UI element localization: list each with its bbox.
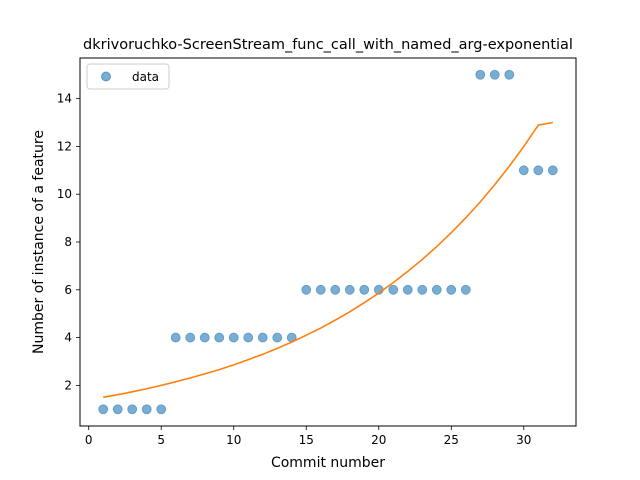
plot-marks (98, 69, 558, 415)
data-point (431, 284, 442, 295)
data-point (185, 332, 196, 343)
fit-line (103, 121, 553, 399)
data-point (446, 284, 457, 295)
y-ticks: 2 4 6 8 10 12 14 (57, 92, 80, 392)
x-ticks: 0 5 10 15 20 25 30 (85, 426, 531, 447)
x-tick-label: 5 (157, 433, 165, 447)
data-point (170, 332, 181, 343)
data-point (257, 332, 268, 343)
y-tick-label: 2 (64, 378, 72, 392)
data-point (156, 404, 167, 415)
x-tick-label: 10 (226, 433, 241, 447)
data-point (547, 165, 558, 176)
y-tick-label: 6 (64, 283, 72, 297)
data-point (301, 284, 312, 295)
data-point (228, 332, 239, 343)
y-tick-label: 12 (57, 139, 72, 153)
data-point (315, 284, 326, 295)
data-point (272, 332, 283, 343)
data-point (243, 332, 254, 343)
y-tick-label: 10 (57, 187, 72, 201)
data-point (359, 284, 370, 295)
data-point (417, 284, 428, 295)
legend-box (86, 63, 170, 90)
legend: data (86, 63, 170, 90)
x-tick-label: 30 (516, 433, 531, 447)
data-point (489, 69, 500, 80)
data-point (141, 404, 152, 415)
data-point (330, 284, 341, 295)
legend-label: data (132, 70, 159, 84)
data-point (344, 284, 355, 295)
data-point (112, 404, 123, 415)
chart-title: dkrivoruchko-ScreenStream_func_call_with… (83, 37, 573, 53)
data-point (199, 332, 210, 343)
data-point (388, 284, 399, 295)
x-tick-label: 15 (299, 433, 314, 447)
x-tick-label: 25 (444, 433, 459, 447)
data-point (533, 165, 544, 176)
legend-marker (101, 71, 111, 82)
y-tick-label: 14 (57, 92, 72, 106)
data-point (214, 332, 225, 343)
x-tick-label: 20 (371, 433, 386, 447)
data-point (127, 404, 138, 415)
x-axis-label: Commit number (271, 455, 385, 471)
y-tick-label: 4 (64, 331, 72, 345)
data-point (98, 404, 109, 415)
data-point (475, 69, 486, 80)
y-tick-label: 8 (64, 235, 72, 249)
axes-frame (79, 57, 577, 427)
data-point (460, 284, 471, 295)
data-point (518, 165, 529, 176)
data-point (402, 284, 413, 295)
y-axis-label: Number of instance of a feature (31, 130, 47, 354)
data-point (504, 69, 515, 80)
x-tick-label: 0 (85, 433, 93, 447)
